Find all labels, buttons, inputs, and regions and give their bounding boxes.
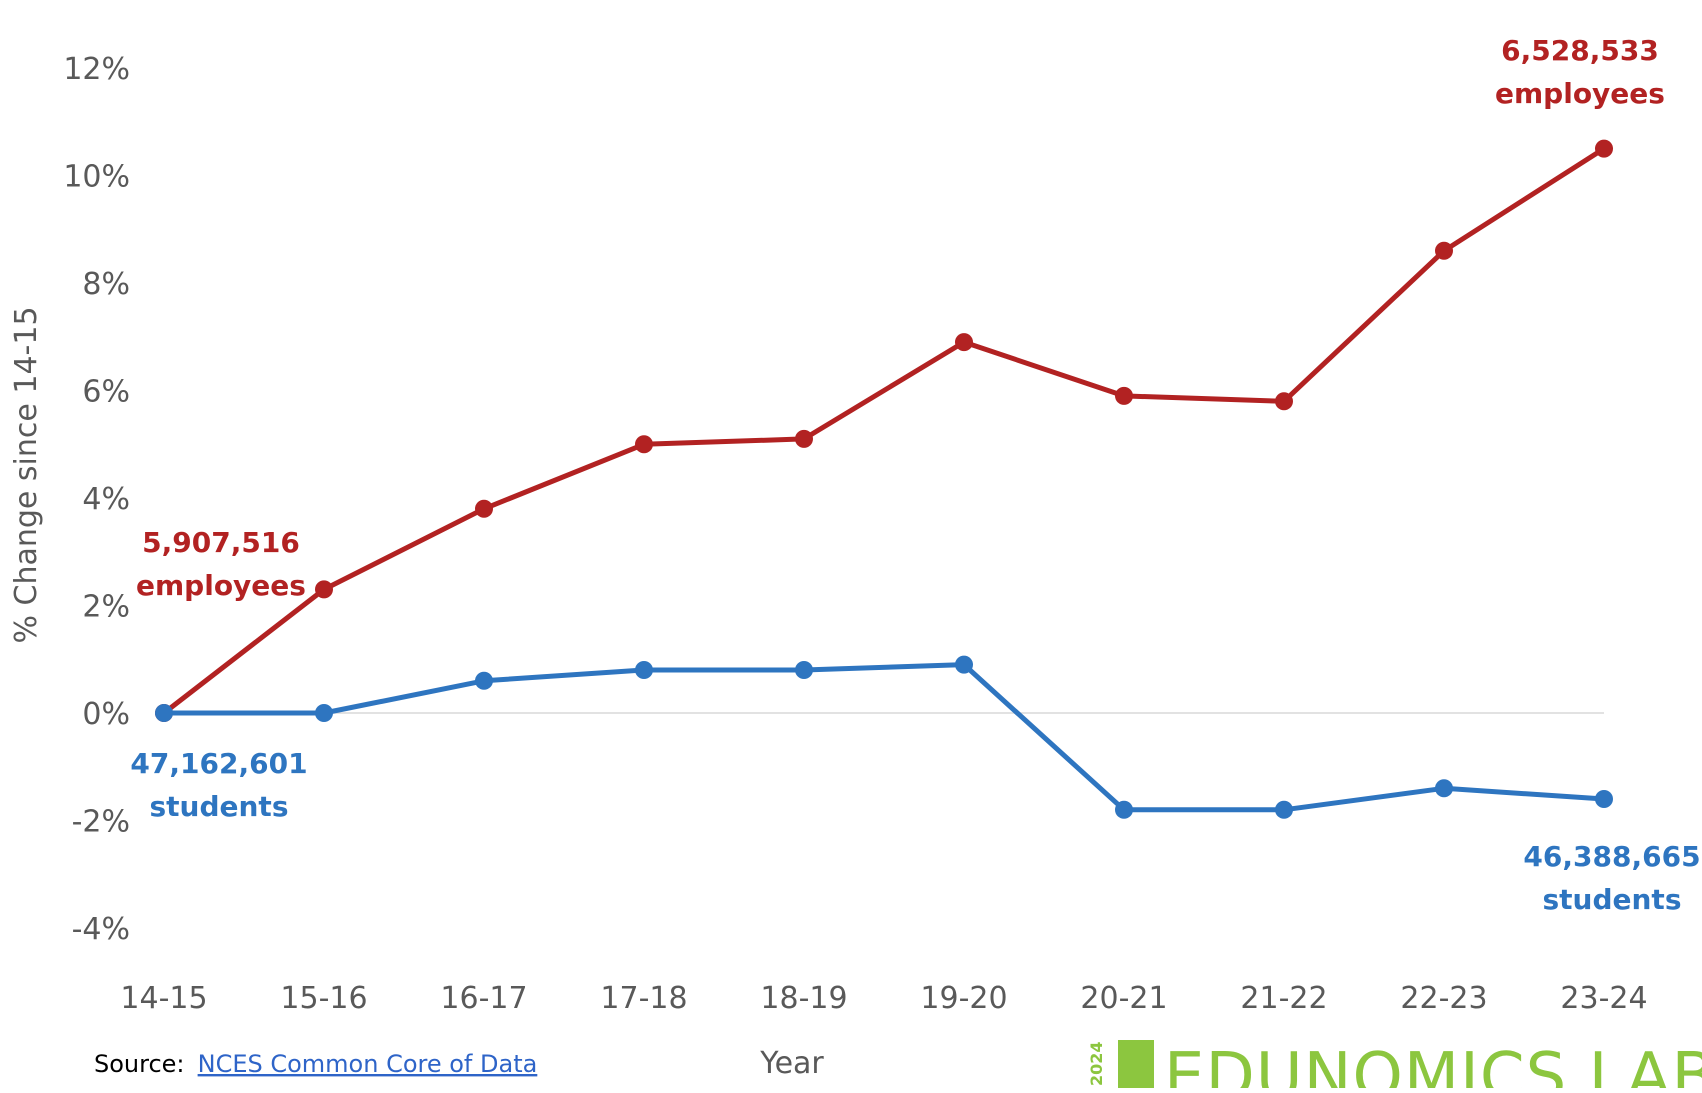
data-point — [1115, 800, 1133, 819]
x-tick-label: 22-23 — [1400, 981, 1487, 1016]
data-point — [475, 671, 493, 690]
data-point — [1435, 779, 1453, 798]
students-end-unit: students — [1542, 883, 1681, 916]
y-tick-label: 8% — [82, 267, 130, 302]
y-axis: -4% -2% 0% 2% 4% 6% 8% 10% 12% — [63, 52, 130, 947]
data-point — [1275, 392, 1293, 411]
y-tick-label: 10% — [63, 160, 130, 195]
x-tick-label: 14-15 — [120, 981, 207, 1016]
students-series — [155, 655, 1613, 819]
x-axis: 14-15 15-16 16-17 17-18 18-19 19-20 20-21 21-22… — [120, 981, 1647, 1016]
data-point — [955, 333, 973, 352]
y-tick-label: -2% — [72, 805, 130, 840]
brand-mark-icon — [1118, 1040, 1154, 1088]
employees-start-unit: employees — [136, 569, 306, 602]
data-point — [1275, 800, 1293, 819]
students-start-value: 47,162,601 — [130, 747, 307, 780]
data-point — [795, 661, 813, 679]
data-point — [795, 429, 813, 448]
y-tick-label: 4% — [82, 482, 130, 517]
series-line — [161, 662, 1607, 813]
data-point — [1115, 386, 1133, 405]
data-point — [315, 704, 333, 722]
x-tick-label: 20-21 — [1080, 981, 1167, 1016]
x-tick-label: 15-16 — [280, 981, 367, 1016]
data-point — [1595, 139, 1613, 158]
y-tick-label: 2% — [82, 590, 130, 625]
y-tick-label: 12% — [63, 52, 130, 87]
x-tick-label: 23-24 — [1560, 981, 1647, 1016]
series-layer — [155, 139, 1613, 819]
data-point — [315, 580, 333, 599]
employees-end-unit: employees — [1495, 77, 1665, 110]
brand-name: EDUNOMICS LAB — [1164, 1040, 1702, 1088]
data-point — [475, 499, 493, 518]
y-tick-label: -4% — [72, 912, 130, 947]
source-note: Source: NCES Common Core of Data — [94, 1050, 537, 1078]
source-label: Source: — [94, 1050, 185, 1078]
data-point — [635, 661, 653, 679]
data-point — [155, 704, 173, 722]
brand-logo: 2024 EDUNOMICS LAB — [1087, 1040, 1702, 1093]
brand-year: 2024 — [1087, 1041, 1106, 1086]
students-end-value: 46,388,665 — [1523, 840, 1700, 873]
x-tick-label: 21-22 — [1240, 981, 1327, 1016]
employees-start-value: 5,907,516 — [142, 526, 300, 559]
x-tick-label: 17-18 — [600, 981, 687, 1016]
employees-series — [155, 139, 1613, 722]
source-link[interactable]: NCES Common Core of Data — [198, 1050, 538, 1078]
employees-end-value: 6,528,533 — [1501, 34, 1659, 67]
y-tick-label: 6% — [82, 375, 130, 410]
x-tick-label: 18-19 — [760, 981, 847, 1016]
y-tick-label: 0% — [82, 697, 130, 732]
data-point — [635, 435, 653, 454]
x-tick-label: 19-20 — [920, 981, 1007, 1016]
data-point — [1435, 241, 1453, 260]
x-tick-label: 16-17 — [440, 981, 527, 1016]
x-axis-title: Year — [759, 1046, 824, 1081]
series-line — [161, 146, 1607, 716]
data-point — [1595, 790, 1613, 808]
y-axis-title: % Change since 14-15 — [9, 306, 44, 643]
students-start-unit: students — [149, 790, 288, 823]
data-point — [955, 655, 973, 674]
